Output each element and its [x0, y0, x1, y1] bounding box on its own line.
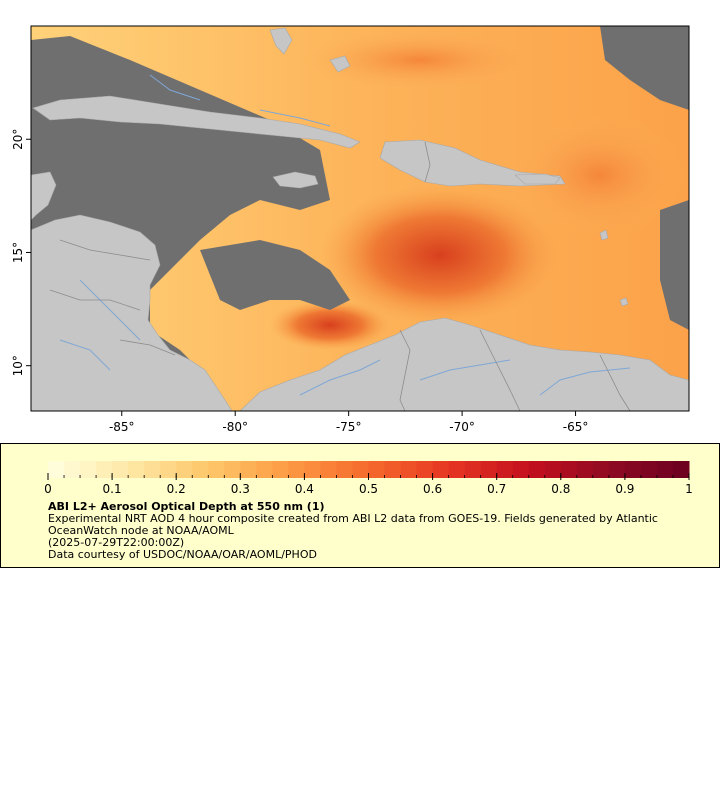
colorbar-tick-label: 0.2 [167, 482, 186, 496]
colorbar-segment [592, 461, 610, 478]
map-frame [30, 25, 690, 412]
colorbar-segment [400, 461, 418, 478]
aod-map: -85° -80° -75° -70° -65° 20° 15° 10° [11, 25, 690, 434]
lat-tick-label: 15° [11, 242, 25, 263]
colorbar-segment [352, 461, 369, 478]
colorbar-tick-label: 0 [44, 482, 52, 496]
colorbar-segment [640, 461, 658, 478]
colorbar-segment [496, 461, 514, 478]
colorbar-segment [64, 461, 81, 478]
rivers [59, 74, 631, 396]
land [31, 27, 689, 411]
aod-plume-core [320, 185, 560, 325]
lon-tick-label: -70° [449, 420, 475, 434]
colorbar-segment [480, 461, 498, 478]
aod-plume-east [510, 115, 689, 235]
colorbar-segment [304, 461, 321, 478]
colorbar-segment [576, 461, 594, 478]
colorbar-segment [608, 461, 626, 478]
colorbar-segment [544, 461, 562, 478]
aod-plume-south [270, 300, 390, 350]
colorbar-tick-label: 0.5 [359, 482, 378, 496]
lon-tick-label: -65° [563, 420, 589, 434]
colorbar-segment [272, 461, 289, 478]
legend-panel: 0 0.1 0.2 0.3 0.4 0.5 0.6 0.7 0.8 0.9 1 ABI L2+ Ae… [0, 443, 720, 568]
legend-credit: Data courtesy of USDOC/NOAA/OAR/AOML/PHO… [48, 548, 317, 561]
colorbar-segment [80, 461, 97, 478]
longitude-axis: -85° -80° -75° -70° -65° [109, 411, 588, 434]
colorbar-segment [96, 461, 113, 478]
legend-title: ABI L2+ Aerosol Optical Depth at 550 nm … [48, 500, 325, 513]
colorbar-tick-label: 0.9 [615, 482, 634, 496]
no-data-west-carib [200, 240, 350, 310]
colorbar-tick-label: 0.8 [551, 482, 570, 496]
lat-tick-label: 10° [11, 355, 25, 376]
latitude-axis: 20° 15° 10° [11, 129, 31, 376]
colorbar-segment [624, 461, 642, 478]
colorbar-segment [240, 461, 257, 478]
lon-tick-label: -75° [336, 420, 362, 434]
colorbar-segments [48, 461, 690, 478]
legend-description: Experimental NRT AOD 4 hour composite cr… [48, 512, 658, 537]
no-data-northeast [600, 26, 689, 110]
colorbar-segment [512, 461, 530, 478]
colorbar-tick-label: 0.7 [487, 482, 506, 496]
colorbar-segment [160, 461, 177, 478]
colorbar-ticks: 0 0.1 0.2 0.3 0.4 0.5 0.6 0.7 0.8 0.9 1 [44, 473, 693, 496]
colorbar-segment [192, 461, 209, 478]
colorbar-segment [656, 461, 674, 478]
legend-time: (2025-07-29T22:00:00Z) [48, 536, 185, 549]
colorbar-segment [336, 461, 353, 478]
aod-plume-north [300, 30, 540, 90]
colorbar-tick-label: 1 [685, 482, 693, 496]
colorbar-tick-label: 0.4 [295, 482, 314, 496]
colorbar-segment [416, 461, 434, 478]
colorbar-segment [320, 461, 337, 478]
borders [49, 141, 631, 411]
colorbar-segment [384, 461, 402, 478]
lat-tick-label: 20° [11, 129, 25, 150]
colorbar-segment [48, 461, 65, 478]
colorbar-segment [224, 461, 241, 478]
colorbar-tick-label: 0.3 [231, 482, 250, 496]
colorbar-tick-label: 0.6 [423, 482, 442, 496]
colorbar-segment [176, 461, 193, 478]
colorbar-segment [464, 461, 482, 478]
no-data-east [660, 200, 689, 330]
lon-tick-label: -85° [109, 420, 135, 434]
colorbar-segment [432, 461, 450, 478]
colorbar: 0 0.1 0.2 0.3 0.4 0.5 0.6 0.7 0.8 0.9 1 [44, 461, 693, 496]
colorbar-segment [208, 461, 225, 478]
colorbar-segment [528, 461, 546, 478]
map-layers [31, 26, 689, 411]
colorbar-segment [560, 461, 578, 478]
colorbar-tick-label: 0.1 [103, 482, 122, 496]
colorbar-segment [112, 461, 129, 478]
colorbar-segment [672, 461, 690, 478]
colorbar-segment [288, 461, 305, 478]
colorbar-segment [256, 461, 273, 478]
lon-tick-label: -80° [222, 420, 248, 434]
colorbar-segment [144, 461, 161, 478]
colorbar-segment [128, 461, 145, 478]
colorbar-segment [448, 461, 466, 478]
legend-text: ABI L2+ Aerosol Optical Depth at 550 nm … [48, 501, 698, 561]
colorbar-segment [368, 461, 386, 478]
